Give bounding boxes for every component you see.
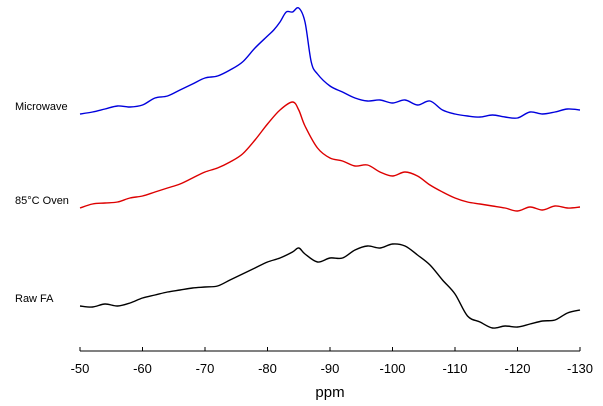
series-layer — [79, 6, 581, 329]
x-tick-label: -60 — [133, 361, 152, 376]
x-tick-label: -100 — [379, 361, 405, 376]
x-tick-label: -130 — [567, 361, 593, 376]
x-tick-label: -50 — [71, 361, 90, 376]
series-label-2: Raw FA — [15, 293, 54, 305]
x-tick-label: -80 — [258, 361, 277, 376]
series-label-1: 85°C Oven — [15, 195, 69, 207]
series-line-0 — [79, 6, 581, 119]
series-labels: Microwave 85°C Oven Raw FA — [15, 101, 69, 305]
x-tick-label: -90 — [321, 361, 340, 376]
x-tick-label: -70 — [196, 361, 215, 376]
x-axis: -50 -60 -70 -80 -90 -100 -110 -120 -130 — [71, 347, 593, 376]
series-label-0: Microwave — [15, 101, 68, 113]
x-tick-label: -120 — [504, 361, 530, 376]
x-tick-label: -110 — [442, 361, 467, 376]
series-line-1 — [79, 101, 581, 212]
x-axis-title: ppm — [315, 384, 344, 401]
series-line-2 — [79, 243, 581, 329]
